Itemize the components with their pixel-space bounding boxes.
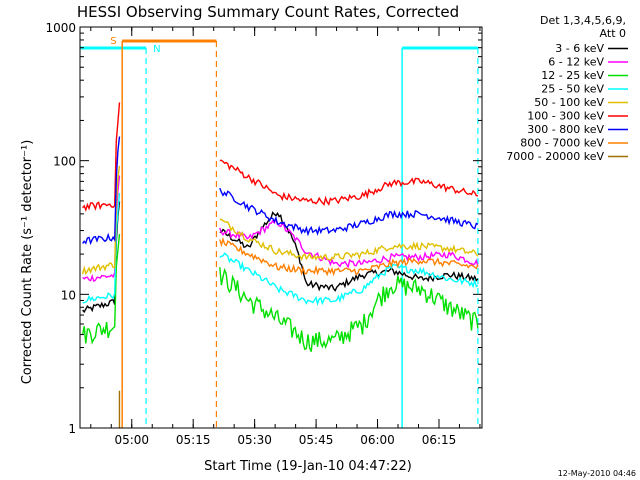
series-line xyxy=(81,165,121,276)
legend-label: 12 - 25 keV xyxy=(541,69,604,82)
series-line xyxy=(219,217,479,269)
footer-timestamp: 12-May-2010 04:46 xyxy=(558,469,636,478)
series-line xyxy=(219,267,479,352)
y-axis-label: Corrected Count Rate (s⁻¹ detector⁻¹) xyxy=(20,140,35,385)
legend-label: 25 - 50 keV xyxy=(541,83,604,96)
x-tick-label: 05:15 xyxy=(176,433,211,447)
series-line xyxy=(82,136,121,246)
y-tick-label: 100 xyxy=(53,155,76,169)
x-tick-label: 05:00 xyxy=(114,433,149,447)
y-tick-label: 1 xyxy=(68,422,76,436)
legend-label: 6 - 12 keV xyxy=(548,56,604,69)
marker-n-label: N xyxy=(153,44,160,55)
x-axis-label: Start Time (19-Jan-10 04:47:22) xyxy=(204,459,412,474)
x-tick-label: 06:00 xyxy=(360,433,395,447)
series-line xyxy=(219,218,479,262)
series-line xyxy=(81,234,121,345)
plot-area: S N 1 10 100 1000 05:00 05:15 05:30 05:45 06:00 06:… xyxy=(45,21,483,447)
series-line xyxy=(219,187,479,237)
legend-label: 50 - 100 keV xyxy=(534,96,604,109)
series-line xyxy=(82,175,121,283)
series-line xyxy=(219,159,478,206)
x-tick-label: 05:30 xyxy=(237,433,272,447)
x-tick-label: 05:45 xyxy=(299,433,334,447)
series-line xyxy=(82,102,121,213)
legend-label: 300 - 800 keV xyxy=(527,123,604,136)
legend-label: 800 - 7000 keV xyxy=(520,137,604,150)
series-line xyxy=(82,201,121,314)
legend-label: 7000 - 20000 keV xyxy=(506,150,604,163)
y-tick-label: 1000 xyxy=(45,21,76,35)
x-tick-label: 06:15 xyxy=(422,433,457,447)
plot-frame xyxy=(79,26,483,429)
legend-label: 3 - 6 keV xyxy=(555,42,604,55)
legend-header-attenuator: Att 0 xyxy=(600,27,626,40)
series-line xyxy=(82,192,121,304)
legend-label: 100 - 300 keV xyxy=(527,110,604,123)
chart-title: HESSI Observing Summary Count Rates, Cor… xyxy=(77,3,459,21)
series-line xyxy=(219,236,479,277)
y-tick-label: 10 xyxy=(61,288,76,302)
series-line xyxy=(219,252,479,306)
marker-s-label: S xyxy=(110,36,116,47)
legend-header-detectors: Det 1,3,4,5,6,9, xyxy=(540,14,626,27)
